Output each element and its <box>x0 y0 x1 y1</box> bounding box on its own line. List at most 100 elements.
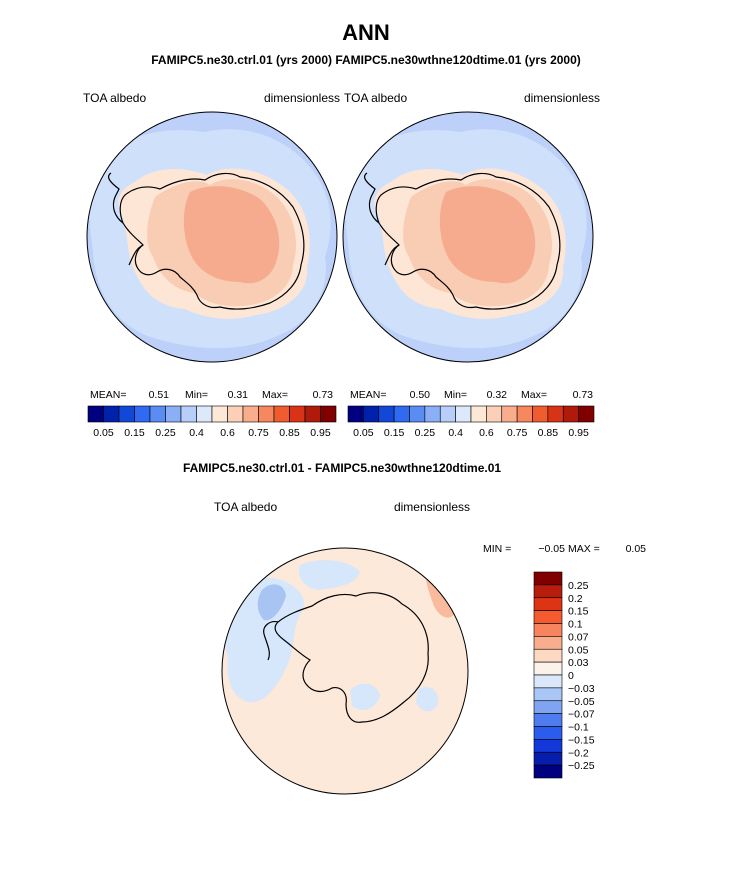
right-colorbar-swatch <box>363 405 380 423</box>
right-colorbar-swatch <box>378 405 395 423</box>
diff-max-value: 0.05 <box>626 543 647 555</box>
left-colorbar-swatch <box>258 405 275 423</box>
left-field-label: TOA albedo <box>83 91 146 105</box>
diff-field-label: TOA albedo <box>214 500 277 514</box>
right-polar-map <box>343 112 593 362</box>
left-colorbar-swatch <box>149 405 166 423</box>
right-colorbar-swatch <box>393 405 410 423</box>
right-stats: MEAN= 0.50 Min= 0.32 Max= 0.73 <box>350 389 593 401</box>
right-colorbar: 0.05 0.15 0.25 0.4 0.6 0.75 0.85 0.95 <box>347 405 595 439</box>
right-colorbar-swatch <box>470 405 487 423</box>
diff-max-label: MAX = <box>568 543 600 555</box>
diff-colorbar-tick-label: −0.1 <box>568 722 589 734</box>
left-colorbar-swatch <box>165 405 182 423</box>
right-colorbar-swatch <box>409 405 426 423</box>
right-colorbar-tick-label: 0.6 <box>479 427 494 439</box>
left-colorbar-tick-label: 0.05 <box>93 427 114 439</box>
diff-colorbar-tick-label: 0.07 <box>568 631 589 643</box>
right-colorbar-swatch <box>547 405 564 423</box>
right-colorbar-tick-label: 0.25 <box>415 427 436 439</box>
right-max-label: Max= <box>521 389 547 401</box>
diff-colorbar-swatch <box>533 726 563 740</box>
diff-map-border <box>221 547 469 795</box>
diff-colorbar-swatch <box>533 648 563 663</box>
left-colorbar-tick-label: 0.85 <box>279 427 300 439</box>
right-colorbar-tick-label: 0.4 <box>448 427 463 439</box>
diff-colorbar-swatch <box>533 674 563 689</box>
left-min-value: 0.31 <box>228 389 249 401</box>
diff-colorbar-swatch <box>533 597 563 611</box>
left-colorbar-swatch <box>320 405 337 423</box>
right-max-value: 0.73 <box>573 389 594 401</box>
left-colorbar-swatch <box>304 405 321 423</box>
diff-colorbar-swatch <box>533 739 563 753</box>
diff-colorbar-tick-label: 0.15 <box>568 606 589 618</box>
right-colorbar-swatch <box>578 405 595 423</box>
diff-colorbar-tick-label: 0.25 <box>568 580 589 592</box>
left-colorbar-tick-label: 0.15 <box>124 427 145 439</box>
diff-colorbar-swatch <box>533 610 563 624</box>
left-map-border <box>86 111 338 363</box>
right-colorbar-tick-label: 0.85 <box>538 427 559 439</box>
diff-colorbar-swatch <box>533 623 563 637</box>
diff-units-label: dimensionless <box>394 500 470 514</box>
left-colorbar-tick-label: 0.4 <box>189 427 204 439</box>
diff-colorbar-swatch <box>533 584 563 599</box>
diff-colorbar-tick-label: 0.1 <box>568 619 583 631</box>
diff-colorbar-tick-label: −0.07 <box>568 709 595 721</box>
right-colorbar-tick-label: 0.15 <box>384 427 405 439</box>
left-colorbar-tick-label: 0.25 <box>155 427 176 439</box>
left-colorbar: 0.05 0.15 0.25 0.4 0.6 0.75 0.85 0.95 <box>87 405 337 439</box>
right-mean-value: 0.50 <box>410 389 431 401</box>
left-colorbar-swatch <box>87 405 104 423</box>
left-colorbar-tick-label: 0.75 <box>248 427 269 439</box>
diff-colorbar-swatch <box>533 687 563 702</box>
left-stats: MEAN= 0.51 Min= 0.31 Max= 0.73 <box>90 389 333 401</box>
left-colorbar-swatch <box>103 405 120 423</box>
diff-colorbar-swatch <box>533 700 563 714</box>
figure-subtitle: FAMIPC5.ne30.ctrl.01 (yrs 2000) FAMIPC5.… <box>151 53 581 67</box>
left-colorbar-swatch <box>134 405 151 423</box>
right-colorbar-swatch <box>532 405 549 423</box>
diff-colorbar-tick-label: −0.03 <box>568 683 595 695</box>
diff-colorbar-tick-label: −0.15 <box>568 734 595 746</box>
right-colorbar-swatch <box>439 405 456 423</box>
right-colorbar-swatch <box>424 405 441 423</box>
diff-colorbar-swatch <box>533 713 563 727</box>
right-colorbar-tick-label: 0.75 <box>507 427 528 439</box>
right-colorbar-swatch <box>347 405 364 423</box>
right-min-value: 0.32 <box>487 389 508 401</box>
right-colorbar-swatch <box>486 405 503 423</box>
diff-colorbar-tick-label: −0.05 <box>568 696 595 708</box>
left-colorbar-swatch <box>180 405 197 423</box>
right-map-border <box>342 111 594 363</box>
diff-colorbar-tick-label: −0.25 <box>568 760 595 772</box>
figure-title: ANN <box>342 20 390 45</box>
right-colorbar-tick-label: 0.95 <box>568 427 589 439</box>
left-mean-value: 0.51 <box>149 389 170 401</box>
right-colorbar-swatch <box>501 405 518 423</box>
difference-title: FAMIPC5.ne30.ctrl.01 - FAMIPC5.ne30wthne… <box>183 461 501 475</box>
left-polar-map <box>87 112 337 362</box>
left-colorbar-swatch <box>196 405 213 423</box>
diff-colorbar-swatch <box>533 751 563 766</box>
diff-colorbar-swatch <box>533 571 563 586</box>
right-colorbar-swatch <box>516 405 533 423</box>
diff-stats: MIN = −0.05 MAX = 0.05 <box>483 543 646 555</box>
diff-colorbar-tick-label: 0.03 <box>568 657 589 669</box>
right-field-label: TOA albedo <box>344 91 407 105</box>
left-colorbar-tick-label: 0.6 <box>220 427 235 439</box>
left-mean-label: MEAN= <box>90 389 126 401</box>
diff-colorbar-swatch <box>533 636 563 650</box>
right-units-label: dimensionless <box>524 91 600 105</box>
left-max-value: 0.73 <box>313 389 334 401</box>
left-colorbar-swatch <box>242 405 259 423</box>
left-min-label: Min= <box>185 389 208 401</box>
left-colorbar-swatch <box>118 405 135 423</box>
left-units-label: dimensionless <box>264 91 340 105</box>
right-colorbar-tick-label: 0.05 <box>353 427 374 439</box>
left-colorbar-swatch <box>289 405 306 423</box>
left-colorbar-swatch <box>227 405 244 423</box>
diff-min-value: −0.05 <box>538 543 565 555</box>
